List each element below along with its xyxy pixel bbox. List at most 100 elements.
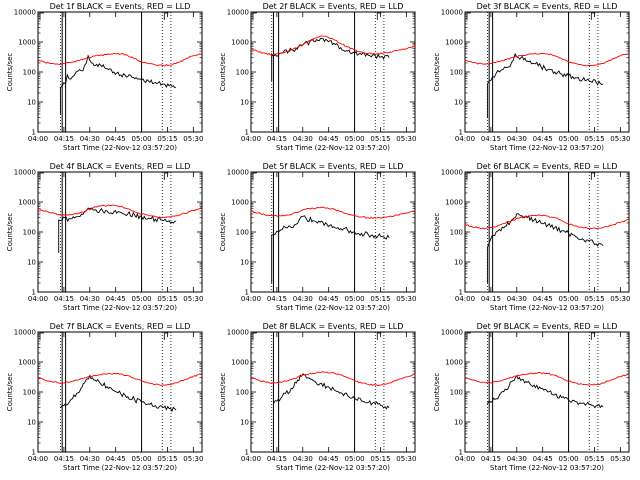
y-tick-label: 1: [245, 288, 249, 296]
x-tick-label: 04:00: [28, 295, 48, 303]
y-tick-label: 10000: [227, 329, 249, 337]
x-tick-label: 05:30: [183, 455, 203, 463]
x-tick-label: 04:45: [106, 295, 126, 303]
x-tick-label: 04:30: [293, 135, 313, 143]
y-axis-label: Counts/sec: [6, 373, 14, 412]
y-tick-label: 1000: [232, 359, 250, 367]
x-tick-label: 04:00: [455, 295, 475, 303]
y-tick-label: 1000: [445, 199, 463, 207]
y-axis-label: Counts/sec: [219, 53, 227, 92]
interval-bracket-mark: [590, 12, 595, 21]
y-tick-label: 1: [245, 128, 249, 136]
x-tick-label: 05:30: [610, 295, 630, 303]
x-tick-label: 05:00: [558, 455, 578, 463]
y-axis-label: Counts/sec: [6, 213, 14, 252]
events-series-line: [271, 38, 390, 81]
chart-title: Det 8f BLACK = Events, RED = LLD: [263, 322, 404, 331]
x-tick-label: 04:15: [267, 295, 287, 303]
events-series-line: [59, 54, 177, 114]
y-axis-label: Counts/sec: [219, 213, 227, 252]
x-tick-label: 05:15: [584, 295, 604, 303]
chart-title: Det 7f BLACK = Events, RED = LLD: [50, 322, 191, 331]
x-axis-label: Start Time (22-Nov-12 03:57:20): [276, 304, 390, 312]
x-tick-label: 05:15: [371, 295, 391, 303]
x-tick-label: 04:45: [532, 135, 552, 143]
x-tick-label: 04:30: [506, 295, 526, 303]
events-series-line: [60, 374, 177, 413]
y-tick-label: 1: [458, 128, 462, 136]
x-tick-label: 05:00: [132, 135, 152, 143]
x-tick-label: 04:30: [80, 295, 100, 303]
events-series-line: [273, 373, 390, 410]
y-axis-label: Counts/sec: [433, 373, 441, 412]
interval-bracket-mark: [377, 332, 382, 341]
y-tick-label: 1000: [18, 39, 36, 47]
y-tick-label: 10: [27, 98, 36, 106]
x-axis-label: Start Time (22-Nov-12 03:57:20): [490, 464, 604, 472]
chart-det-6f: Det 6f BLACK = Events, RED = LLD 1 10 100 10…: [433, 162, 630, 312]
y-tick-label: 1: [32, 288, 36, 296]
x-tick-label: 05:30: [610, 455, 630, 463]
interval-bracket-mark: [377, 172, 382, 181]
y-tick-label: 10: [454, 258, 463, 266]
chart-title: Det 6f BLACK = Events, RED = LLD: [476, 162, 617, 171]
y-tick-label: 100: [449, 69, 462, 77]
lld-series-line: [37, 204, 203, 219]
y-tick-label: 1000: [445, 39, 463, 47]
interval-bracket-mark: [252, 12, 258, 21]
x-axis-label: Start Time (22-Nov-12 03:57:20): [490, 144, 604, 152]
chart-title: Det 3f BLACK = Events, RED = LLD: [476, 2, 617, 11]
interval-bracket-mark: [252, 332, 258, 341]
events-series-line: [271, 215, 390, 283]
y-tick-label: 1000: [18, 199, 36, 207]
x-tick-label: 05:00: [558, 295, 578, 303]
x-tick-label: 05:30: [183, 295, 203, 303]
x-tick-label: 05:00: [345, 455, 365, 463]
interval-bracket-mark: [252, 172, 258, 181]
events-series-line: [486, 52, 603, 118]
plot-frame: [250, 331, 416, 453]
y-tick-label: 1: [32, 448, 36, 456]
lld-series-line: [464, 52, 629, 67]
x-axis-label: Start Time (22-Nov-12 03:57:20): [490, 304, 604, 312]
y-tick-label: 10: [454, 98, 463, 106]
y-tick-label: 1000: [232, 39, 250, 47]
interval-bracket-mark: [377, 12, 382, 21]
y-tick-label: 100: [449, 229, 462, 237]
x-tick-label: 04:15: [267, 135, 287, 143]
x-tick-label: 05:30: [183, 135, 203, 143]
x-tick-label: 04:00: [241, 455, 261, 463]
x-tick-label: 05:30: [610, 135, 630, 143]
events-series-line: [58, 207, 177, 253]
x-tick-label: 05:00: [558, 135, 578, 143]
y-tick-label: 10000: [227, 9, 249, 17]
chart-det-7f: Det 7f BLACK = Events, RED = LLD 1 10 100 10…: [6, 322, 203, 472]
y-tick-label: 10000: [440, 9, 462, 17]
y-axis-label: Counts/sec: [6, 53, 14, 92]
y-tick-label: 10: [27, 258, 36, 266]
interval-bracket-mark: [163, 332, 169, 341]
chart-det-4f: Det 4f BLACK = Events, RED = LLD 1 10 100 10…: [6, 162, 203, 312]
x-tick-label: 04:15: [54, 455, 74, 463]
x-tick-label: 05:00: [345, 135, 365, 143]
plot-frame: [250, 171, 416, 293]
x-axis-label: Start Time (22-Nov-12 03:57:20): [63, 304, 177, 312]
x-tick-label: 04:45: [106, 135, 126, 143]
x-tick-label: 05:30: [397, 455, 417, 463]
chart-det-3f: Det 3f BLACK = Events, RED = LLD 1 10 100 10…: [433, 2, 630, 152]
x-tick-label: 04:45: [319, 455, 339, 463]
interval-bracket-mark: [590, 332, 595, 341]
x-tick-label: 05:15: [371, 455, 391, 463]
y-tick-label: 10000: [14, 169, 36, 177]
x-tick-label: 04:30: [80, 455, 100, 463]
y-tick-label: 1000: [445, 359, 463, 367]
chart-title: Det 9f BLACK = Events, RED = LLD: [476, 322, 617, 331]
chart-det-2f: Det 2f BLACK = Events, RED = LLD 1 10 100 10…: [219, 2, 416, 152]
chart-title: Det 4f BLACK = Events, RED = LLD: [50, 162, 191, 171]
chart-det-5f: Det 5f BLACK = Events, RED = LLD 1 10 100 10…: [219, 162, 416, 312]
x-tick-label: 04:00: [241, 295, 261, 303]
y-tick-label: 10: [240, 258, 249, 266]
lld-series-line: [251, 371, 416, 387]
x-tick-label: 04:45: [319, 135, 339, 143]
interval-bracket-mark: [590, 172, 595, 181]
